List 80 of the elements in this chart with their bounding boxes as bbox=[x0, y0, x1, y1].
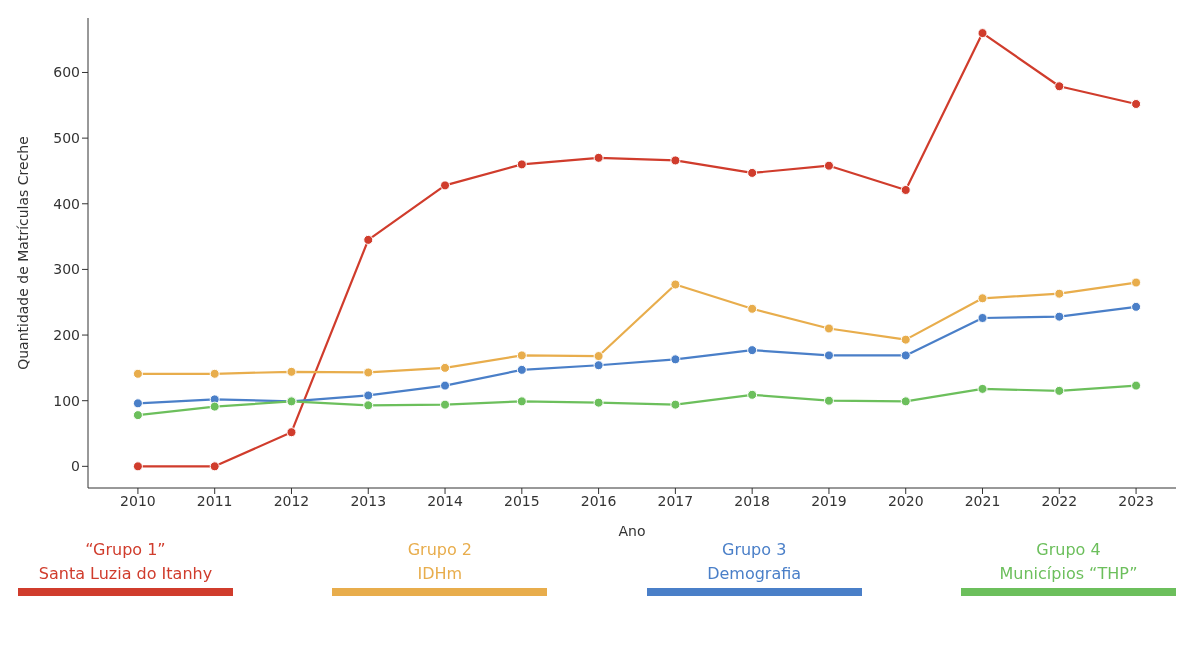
point bbox=[209, 401, 220, 412]
point bbox=[1054, 81, 1065, 92]
point bbox=[363, 400, 374, 411]
point bbox=[440, 180, 451, 191]
x-tick-label: 2020 bbox=[887, 492, 924, 509]
x-tick-label: 2010 bbox=[120, 492, 156, 509]
point bbox=[900, 350, 911, 361]
y-tick-label: 0 bbox=[71, 458, 80, 475]
point bbox=[132, 398, 143, 409]
point bbox=[747, 167, 758, 178]
x-tick-label: 2016 bbox=[580, 492, 617, 509]
point bbox=[670, 155, 681, 166]
y-tick-label: 400 bbox=[53, 195, 80, 212]
x-tick-label: 2015 bbox=[504, 492, 540, 509]
point bbox=[440, 399, 451, 410]
point bbox=[209, 461, 220, 472]
point bbox=[1131, 277, 1142, 288]
point bbox=[516, 396, 527, 407]
point bbox=[1054, 311, 1065, 322]
point bbox=[1054, 288, 1065, 299]
x-tick-label: 2011 bbox=[196, 492, 233, 509]
point bbox=[900, 184, 911, 195]
point bbox=[363, 234, 374, 245]
point bbox=[977, 293, 988, 304]
x-tick-label: 2014 bbox=[427, 492, 463, 509]
point bbox=[209, 368, 220, 379]
x-axis-title: Ano bbox=[618, 523, 646, 539]
text: Grupo 2 IDHm bbox=[407, 539, 472, 585]
point bbox=[1131, 98, 1142, 109]
x-tick-label: 2012 bbox=[273, 492, 310, 509]
point bbox=[593, 397, 604, 408]
point bbox=[516, 159, 527, 170]
x-tick-label: 2017 bbox=[657, 492, 694, 509]
point bbox=[1131, 301, 1142, 312]
point bbox=[823, 160, 834, 171]
point bbox=[286, 366, 297, 377]
point bbox=[900, 396, 911, 407]
y-tick-label: 100 bbox=[53, 392, 80, 409]
point bbox=[747, 303, 758, 314]
point bbox=[440, 380, 451, 391]
x-tick-label: 2023 bbox=[1118, 492, 1154, 509]
point bbox=[823, 395, 834, 406]
x-tick-label: 2018 bbox=[734, 492, 770, 509]
point bbox=[593, 351, 604, 362]
x-tick-label: 2013 bbox=[350, 492, 387, 509]
point bbox=[1131, 380, 1142, 391]
point bbox=[977, 383, 988, 394]
point bbox=[900, 334, 911, 345]
point bbox=[132, 461, 143, 472]
point bbox=[670, 279, 681, 290]
text: Grupo 4 Municípios “THP” bbox=[999, 539, 1138, 585]
text: “Grupo 1” Santa Luzia do Itanhy bbox=[38, 539, 213, 585]
point bbox=[747, 389, 758, 400]
y-tick-label: 600 bbox=[53, 64, 80, 81]
y-tick-label: 300 bbox=[53, 261, 80, 278]
point bbox=[132, 410, 143, 421]
x-tick-label: 2021 bbox=[964, 492, 1001, 509]
point bbox=[132, 368, 143, 379]
y-tick-label: 500 bbox=[53, 130, 80, 147]
y-tick-label: 200 bbox=[53, 327, 80, 344]
text: Grupo 3 Demografia bbox=[707, 539, 802, 585]
point bbox=[747, 345, 758, 356]
point bbox=[1054, 385, 1065, 396]
point bbox=[516, 364, 527, 375]
point bbox=[670, 399, 681, 410]
y-axis-title: Quantidade de Matrículas Creche bbox=[14, 136, 31, 370]
point bbox=[363, 367, 374, 378]
point bbox=[286, 427, 297, 438]
point bbox=[823, 323, 834, 334]
point bbox=[593, 152, 604, 163]
point bbox=[977, 28, 988, 39]
x-tick-label: 2022 bbox=[1041, 492, 1078, 509]
point bbox=[977, 312, 988, 323]
point bbox=[516, 350, 527, 361]
point bbox=[823, 350, 834, 361]
point bbox=[363, 390, 374, 401]
point bbox=[440, 362, 451, 373]
x-tick-label: 2019 bbox=[811, 492, 847, 509]
point bbox=[670, 354, 681, 365]
point bbox=[593, 360, 604, 371]
